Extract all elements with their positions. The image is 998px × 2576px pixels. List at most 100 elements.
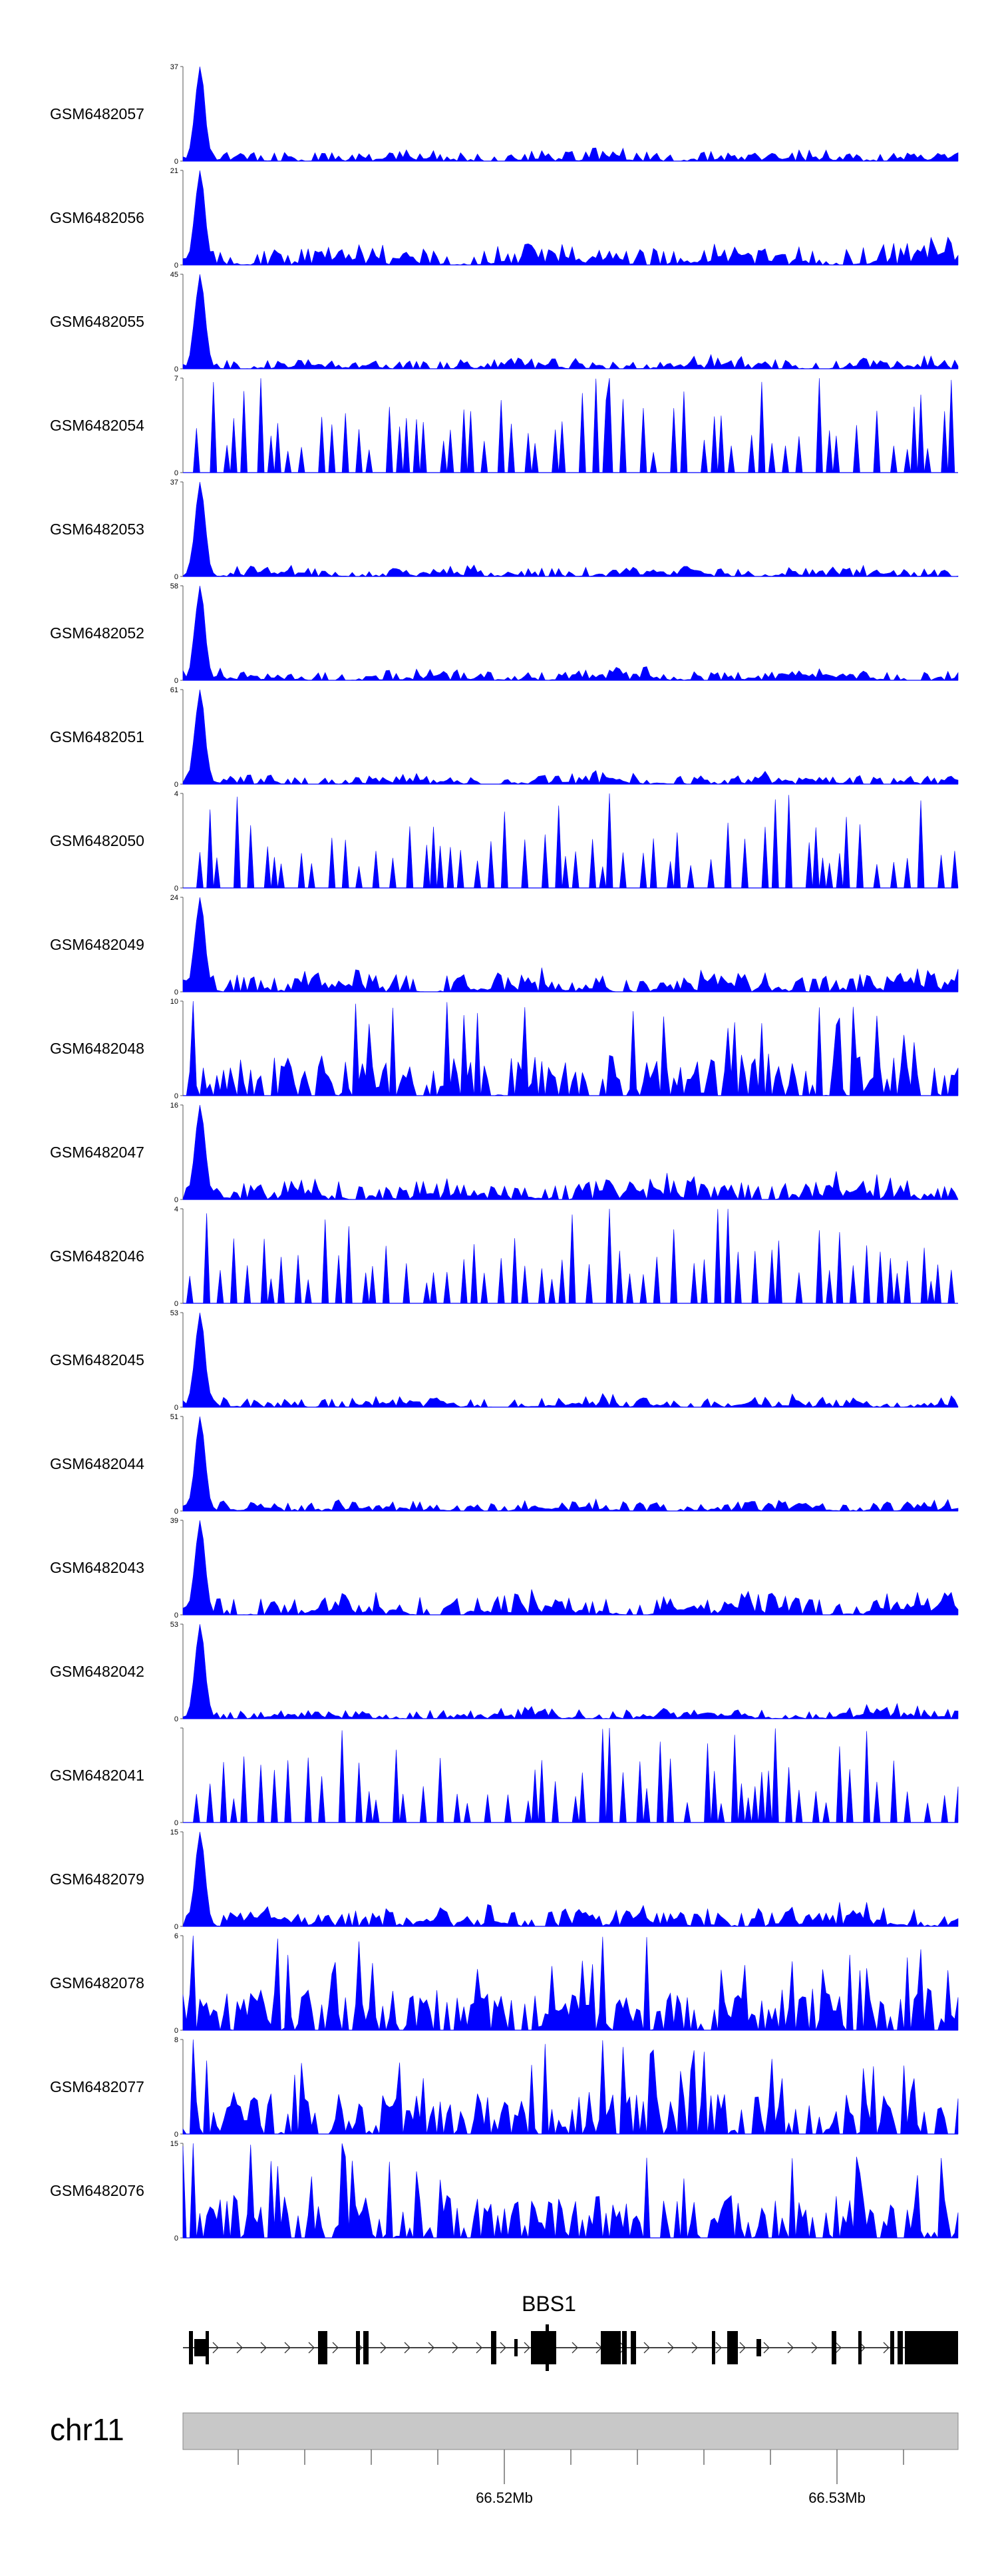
strand-arrow [332, 2342, 339, 2354]
track-GSM6482077: GSM6482077 8 0 [50, 2036, 959, 2139]
coverage-area [182, 897, 959, 992]
y-tick-max: 8 [174, 2036, 178, 2044]
strand-arrow [260, 2342, 267, 2354]
y-tick-min: 0 [174, 1508, 178, 1516]
strand-arrow [476, 2342, 482, 2354]
y-tick-max: 45 [170, 271, 178, 279]
strand-arrow [763, 2342, 770, 2354]
coverage-area [182, 66, 959, 162]
track-label: GSM6482051 [50, 728, 144, 746]
y-tick-min: 0 [174, 365, 178, 373]
exon [531, 2331, 556, 2364]
exon [514, 2339, 518, 2356]
track-GSM6482051: GSM6482051 61 0 [50, 686, 959, 789]
y-tick-min: 0 [174, 885, 178, 893]
y-tick-min: 0 [174, 158, 178, 166]
y-tick-max: 15 [170, 1828, 178, 1836]
y-tick-min: 0 [174, 1715, 178, 1723]
chromosome-ticks [238, 2450, 904, 2484]
y-tick-max: 24 [170, 894, 178, 902]
track-label: GSM6482077 [50, 2078, 144, 2095]
track-label: GSM6482052 [50, 624, 144, 642]
coverage-area [183, 793, 959, 889]
y-tick-min: 0 [174, 573, 178, 581]
y-tick-max: 6 [174, 1932, 178, 1940]
y-tick-min: 0 [174, 677, 178, 685]
exon [622, 2331, 627, 2364]
strand-arrow [691, 2342, 698, 2354]
track-label: GSM6482050 [50, 832, 144, 849]
strand-arrow [883, 2342, 890, 2354]
exon [890, 2331, 894, 2364]
exon [356, 2331, 360, 2364]
y-tick-min: 0 [174, 1923, 178, 1931]
strand-arrow [500, 2342, 506, 2354]
track-GSM6482045: GSM6482045 53 0 [50, 1309, 959, 1412]
y-tick-min: 0 [174, 1092, 178, 1100]
strand-arrow [524, 2342, 530, 2354]
y-tick-min: 0 [174, 262, 178, 270]
track-label: GSM6482056 [50, 209, 144, 226]
strand-arrow [428, 2342, 434, 2354]
y-tick-min: 0 [174, 1404, 178, 1412]
y-tick-max: 21 [170, 167, 178, 175]
y-tick-min: 0 [174, 2235, 178, 2243]
track-label: GSM6482078 [50, 1974, 144, 1992]
track-GSM6482076: GSM6482076 15 0 [50, 2140, 959, 2243]
strand-arrow [715, 2342, 722, 2354]
track-label: GSM6482042 [50, 1663, 144, 1680]
y-tick-min: 0 [174, 2027, 178, 2035]
y-tick-max: 15 [170, 2140, 178, 2148]
y-tick-max: 4 [174, 1205, 178, 1213]
strand-arrow [212, 2342, 219, 2354]
y-tick-min: 0 [174, 1819, 178, 1827]
coverage-area [182, 1831, 959, 1927]
track-GSM6482057: GSM6482057 37 0 [50, 63, 959, 166]
y-tick-max: 10 [170, 998, 178, 1006]
strand-arrow [643, 2342, 650, 2354]
track-GSM6482043: GSM6482043 39 0 [50, 1517, 959, 1619]
chromosome-track: chr11 66.52Mb 66.53Mb [50, 2412, 959, 2506]
strand-arrow [835, 2342, 842, 2354]
strand-arrow [236, 2342, 243, 2354]
strand-arrow [308, 2342, 315, 2354]
exon [491, 2331, 496, 2364]
gene-track: BBS1 [183, 2292, 958, 2371]
exon [631, 2331, 636, 2364]
coverage-area [182, 1520, 959, 1615]
coverage-area [182, 1104, 959, 1201]
track-label: GSM6482079 [50, 1870, 144, 1888]
exon [318, 2331, 327, 2364]
track-GSM6482079: GSM6482079 15 0 [50, 1828, 959, 1931]
coverage-area [183, 1727, 959, 1823]
y-tick-max: 4 [174, 790, 178, 798]
y-tick-max: 7 [174, 375, 178, 383]
exon [898, 2331, 903, 2364]
track-GSM6482055: GSM6482055 45 0 [50, 271, 959, 373]
coverage-area [182, 689, 959, 785]
track-GSM6482048: GSM6482048 10 0 [50, 998, 959, 1100]
y-tick-max: 61 [170, 686, 178, 694]
exon [712, 2331, 715, 2364]
track-label: GSM6482076 [50, 2182, 144, 2199]
coverage-area [183, 377, 958, 473]
strand-arrow [667, 2342, 674, 2354]
strand-arrow [739, 2342, 746, 2354]
track-GSM6482078: GSM6482078 6 0 [50, 1932, 959, 2035]
y-tick-min: 0 [174, 1611, 178, 1619]
track-label: GSM6482046 [50, 1247, 144, 1265]
y-tick-max: 58 [170, 582, 178, 590]
coverage-area [182, 2039, 959, 2135]
track-GSM6482042: GSM6482042 53 0 [50, 1621, 959, 1723]
exon [206, 2331, 209, 2364]
strand-arrow [787, 2342, 794, 2354]
coverage-area [182, 1312, 959, 1408]
coverage-area [182, 1935, 959, 2031]
exon [363, 2331, 369, 2364]
y-tick-max: 53 [170, 1621, 178, 1629]
exon [727, 2331, 738, 2364]
track-label: GSM6482054 [50, 417, 144, 434]
y-tick-min: 0 [174, 781, 178, 789]
exon [546, 2324, 549, 2371]
